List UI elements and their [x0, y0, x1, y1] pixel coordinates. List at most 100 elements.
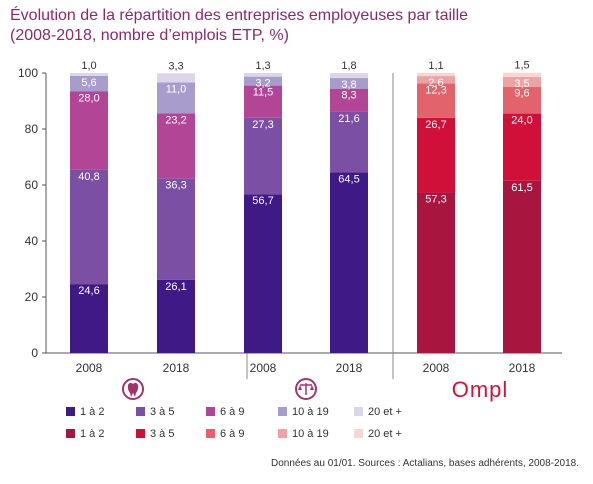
legend-swatch — [136, 429, 145, 438]
legend-label: 1 à 2 — [80, 406, 104, 418]
data-label: 64,5 — [338, 173, 359, 185]
legend-label: 1 à 2 — [80, 428, 104, 440]
legend-label: 6 à 9 — [220, 428, 244, 440]
data-label: 9,6 — [514, 88, 529, 100]
bar-segment — [244, 76, 282, 86]
data-label: 36,3 — [165, 179, 186, 191]
bar-segment — [330, 88, 368, 112]
chart-title-line2: (2008-2018, nombre d’emplois ETP, %) — [10, 27, 289, 44]
icon-glyph — [298, 385, 314, 390]
bar-segment — [244, 73, 282, 77]
bar-segment — [503, 76, 541, 87]
bar-segment — [70, 91, 108, 170]
legend-swatch — [66, 407, 75, 416]
chart-title: Évolution de la répartition des entrepri… — [10, 6, 570, 46]
bar-segment — [503, 86, 541, 114]
chart-title-line1: Évolution de la répartition des entrepri… — [10, 7, 469, 24]
data-label: 40,8 — [78, 171, 99, 183]
bar-segment — [503, 180, 541, 353]
data-label: 23,2 — [165, 114, 186, 126]
data-label: 56,7 — [252, 195, 273, 207]
source-note: Données au 01/01. Sources : Actalians, b… — [271, 458, 579, 469]
chart-bars: 24,6 40,8 28,0 5,6 1,0 2008 26,1 36,3 23,2 11,0 3,… — [70, 60, 541, 375]
bar-segment — [70, 73, 108, 76]
chart-legend: 1 à 2 3 à 5 6 à 9 10 à 19 20 et + 1 à 2 3 à 5 6… — [66, 406, 402, 440]
y-tick-label: 0 — [31, 346, 38, 360]
bar-segment — [244, 194, 282, 353]
bar-segment — [330, 73, 368, 79]
x-tick-label: 2008 — [76, 361, 103, 375]
legend-label: 20 et + — [368, 428, 402, 440]
bar-segment — [330, 111, 368, 173]
data-label: 1,1 — [428, 60, 443, 72]
legend-label: 10 à 19 — [292, 428, 329, 440]
bar-segment — [70, 75, 108, 92]
bar-segment — [417, 192, 455, 353]
bar-segment — [70, 284, 108, 353]
data-label: 21,6 — [338, 113, 359, 125]
bar-segment — [157, 279, 195, 353]
data-label: 28,0 — [78, 92, 99, 104]
data-label: 1,5 — [514, 60, 529, 72]
group-icons: Ompl — [122, 377, 509, 402]
icon-ring — [122, 378, 144, 400]
legend-swatch — [66, 429, 75, 438]
y-tick-label: 40 — [25, 234, 39, 248]
data-label: 3,3 — [168, 60, 183, 72]
data-label: 27,3 — [252, 119, 273, 131]
data-label: 2,6 — [428, 77, 443, 89]
data-label: 1,8 — [341, 60, 356, 72]
bar-segment — [330, 78, 368, 89]
bar-segment — [330, 172, 368, 353]
legend-label: 10 à 19 — [292, 406, 329, 418]
legend-swatch — [354, 407, 363, 416]
bar-segment — [417, 76, 455, 84]
bar-segment — [244, 117, 282, 195]
bar-segment — [70, 169, 108, 285]
legend-label: 3 à 5 — [150, 428, 174, 440]
data-label: 1,3 — [255, 60, 270, 72]
legend-swatch — [206, 429, 215, 438]
x-tick-label: 2018 — [163, 361, 190, 375]
tooth-icon — [122, 378, 144, 400]
data-label: 11,5 — [253, 87, 274, 99]
icon-ring — [295, 378, 317, 400]
legend-swatch — [136, 407, 145, 416]
legend-label: 6 à 9 — [220, 406, 244, 418]
bar-segment — [417, 83, 455, 118]
x-tick-label: 2008 — [423, 361, 450, 375]
legend-swatch — [278, 407, 287, 416]
x-tick-label: 2018 — [509, 361, 536, 375]
data-label: 24,6 — [78, 285, 99, 297]
legend-swatch — [354, 429, 363, 438]
bar-segment — [157, 113, 195, 179]
bar-segment — [157, 73, 195, 83]
x-tick-label: 2008 — [250, 361, 277, 375]
bar-segment — [157, 178, 195, 280]
data-label: 57,3 — [425, 194, 446, 206]
bar-segment — [244, 85, 282, 118]
data-label: 3,8 — [341, 79, 356, 91]
legend-label: 3 à 5 — [150, 406, 174, 418]
data-label: 61,5 — [511, 182, 532, 194]
ompl-logo: Ompl — [452, 377, 509, 402]
data-label: 1,0 — [81, 60, 96, 72]
bar-segment — [157, 82, 195, 114]
data-label: 26,1 — [165, 281, 186, 293]
scales-icon — [295, 378, 317, 400]
data-label: 3,2 — [255, 78, 270, 90]
bar-segment — [503, 72, 541, 77]
data-label: 12,3 — [425, 84, 446, 96]
data-label: 24,0 — [511, 115, 532, 127]
data-label: 3,5 — [514, 78, 529, 90]
bar-segment — [417, 73, 455, 77]
y-tick-label: 20 — [25, 290, 39, 304]
legend-label: 20 et + — [368, 406, 402, 418]
data-label: 26,7 — [425, 119, 446, 131]
data-label: 5,6 — [81, 77, 96, 89]
bar-segment — [503, 113, 541, 181]
data-label: 11,0 — [166, 84, 187, 96]
y-tick-label: 100 — [18, 66, 38, 80]
legend-swatch — [278, 429, 287, 438]
